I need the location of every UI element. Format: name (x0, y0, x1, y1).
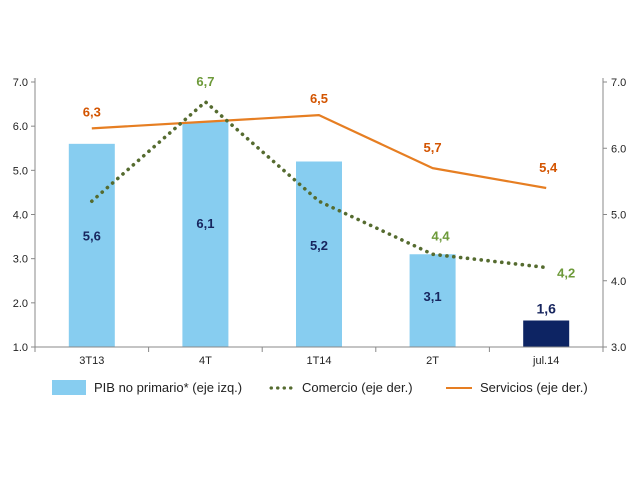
legend-item-comercio: Comercio (eje der.) (268, 380, 413, 395)
comercio-label-2T: 4,4 (432, 228, 451, 243)
servicios-label-jul.14: 5,4 (539, 160, 558, 175)
left-tick-label: 7.0 (13, 77, 28, 89)
right-tick-label: 5.0 (611, 210, 626, 222)
servicios-label-2T: 5,7 (424, 140, 442, 155)
data-labels-group: 5,6 6,1 5,2 3,1 1,6 6,7 4,4 4,2 6,3 6,5 5,7 5,4 (83, 74, 575, 317)
x-tick-label: 3T13 (79, 355, 104, 367)
left-tick-label: 3.0 (13, 254, 28, 266)
right-tick-label: 4.0 (611, 276, 626, 288)
x-tick-label: 4T (199, 355, 212, 367)
left-tick-label: 2.0 (13, 298, 28, 310)
bar-label-2T: 3,1 (424, 289, 442, 304)
right-tick-label: 6.0 (611, 143, 626, 155)
bar-label-4T: 6,1 (196, 216, 214, 231)
legend-swatch-line (446, 386, 472, 389)
left-tick-label: 5.0 (13, 165, 28, 177)
left-tick-label: 6.0 (13, 121, 28, 133)
legend-item-pib: PIB no primario* (eje izq.) (52, 380, 242, 395)
bar-label-3T13: 5,6 (83, 228, 101, 243)
legend-label-servicios: Servicios (eje der.) (480, 380, 588, 395)
legend-label-pib: PIB no primario* (eje izq.) (94, 380, 243, 395)
servicios-label-3T13: 6,3 (83, 104, 101, 119)
legend-swatch-bar (52, 380, 86, 395)
bar-jul.14 (523, 320, 570, 347)
left-tick-label: 4.0 (13, 210, 28, 222)
bar-2T (409, 254, 456, 347)
legend-swatch-dotted (268, 385, 294, 390)
bar-4T (182, 121, 229, 347)
axes-group: 1.0 2.0 3.0 4.0 5.0 6.0 7.0 3.0 4.0 5.0 6.0 7.0 3T13… (13, 77, 627, 367)
legend-item-servicios: Servicios (eje der.) (446, 380, 588, 395)
comercio-label-4T: 6,7 (196, 74, 214, 89)
x-tick-label: 1T14 (306, 355, 331, 367)
bar-3T13 (68, 143, 115, 347)
legend-label-comercio: Comercio (eje der.) (302, 380, 413, 395)
bars-group (68, 121, 570, 347)
legend: PIB no primario* (eje izq.) Comercio (ej… (0, 380, 640, 404)
x-tick-label: 2T (426, 355, 439, 367)
servicios-label-1T14: 6,5 (310, 91, 328, 106)
bar-1T14 (296, 161, 342, 347)
x-tick-label: jul.14 (532, 355, 559, 367)
bar-label-jul.14: 1,6 (536, 301, 556, 317)
bar-label-1T14: 5,2 (310, 238, 328, 253)
comercio-line (90, 99, 549, 270)
right-tick-label: 7.0 (611, 77, 626, 89)
servicios-line (91, 114, 547, 190)
comercio-label-jul.14: 4,2 (557, 266, 575, 281)
right-tick-label: 3.0 (611, 342, 626, 354)
left-tick-label: 1.0 (13, 342, 28, 354)
lines-group (90, 99, 549, 270)
chart: 1.0 2.0 3.0 4.0 5.0 6.0 7.0 3.0 4.0 5.0 6.0 7.0 3T13… (13, 74, 627, 367)
